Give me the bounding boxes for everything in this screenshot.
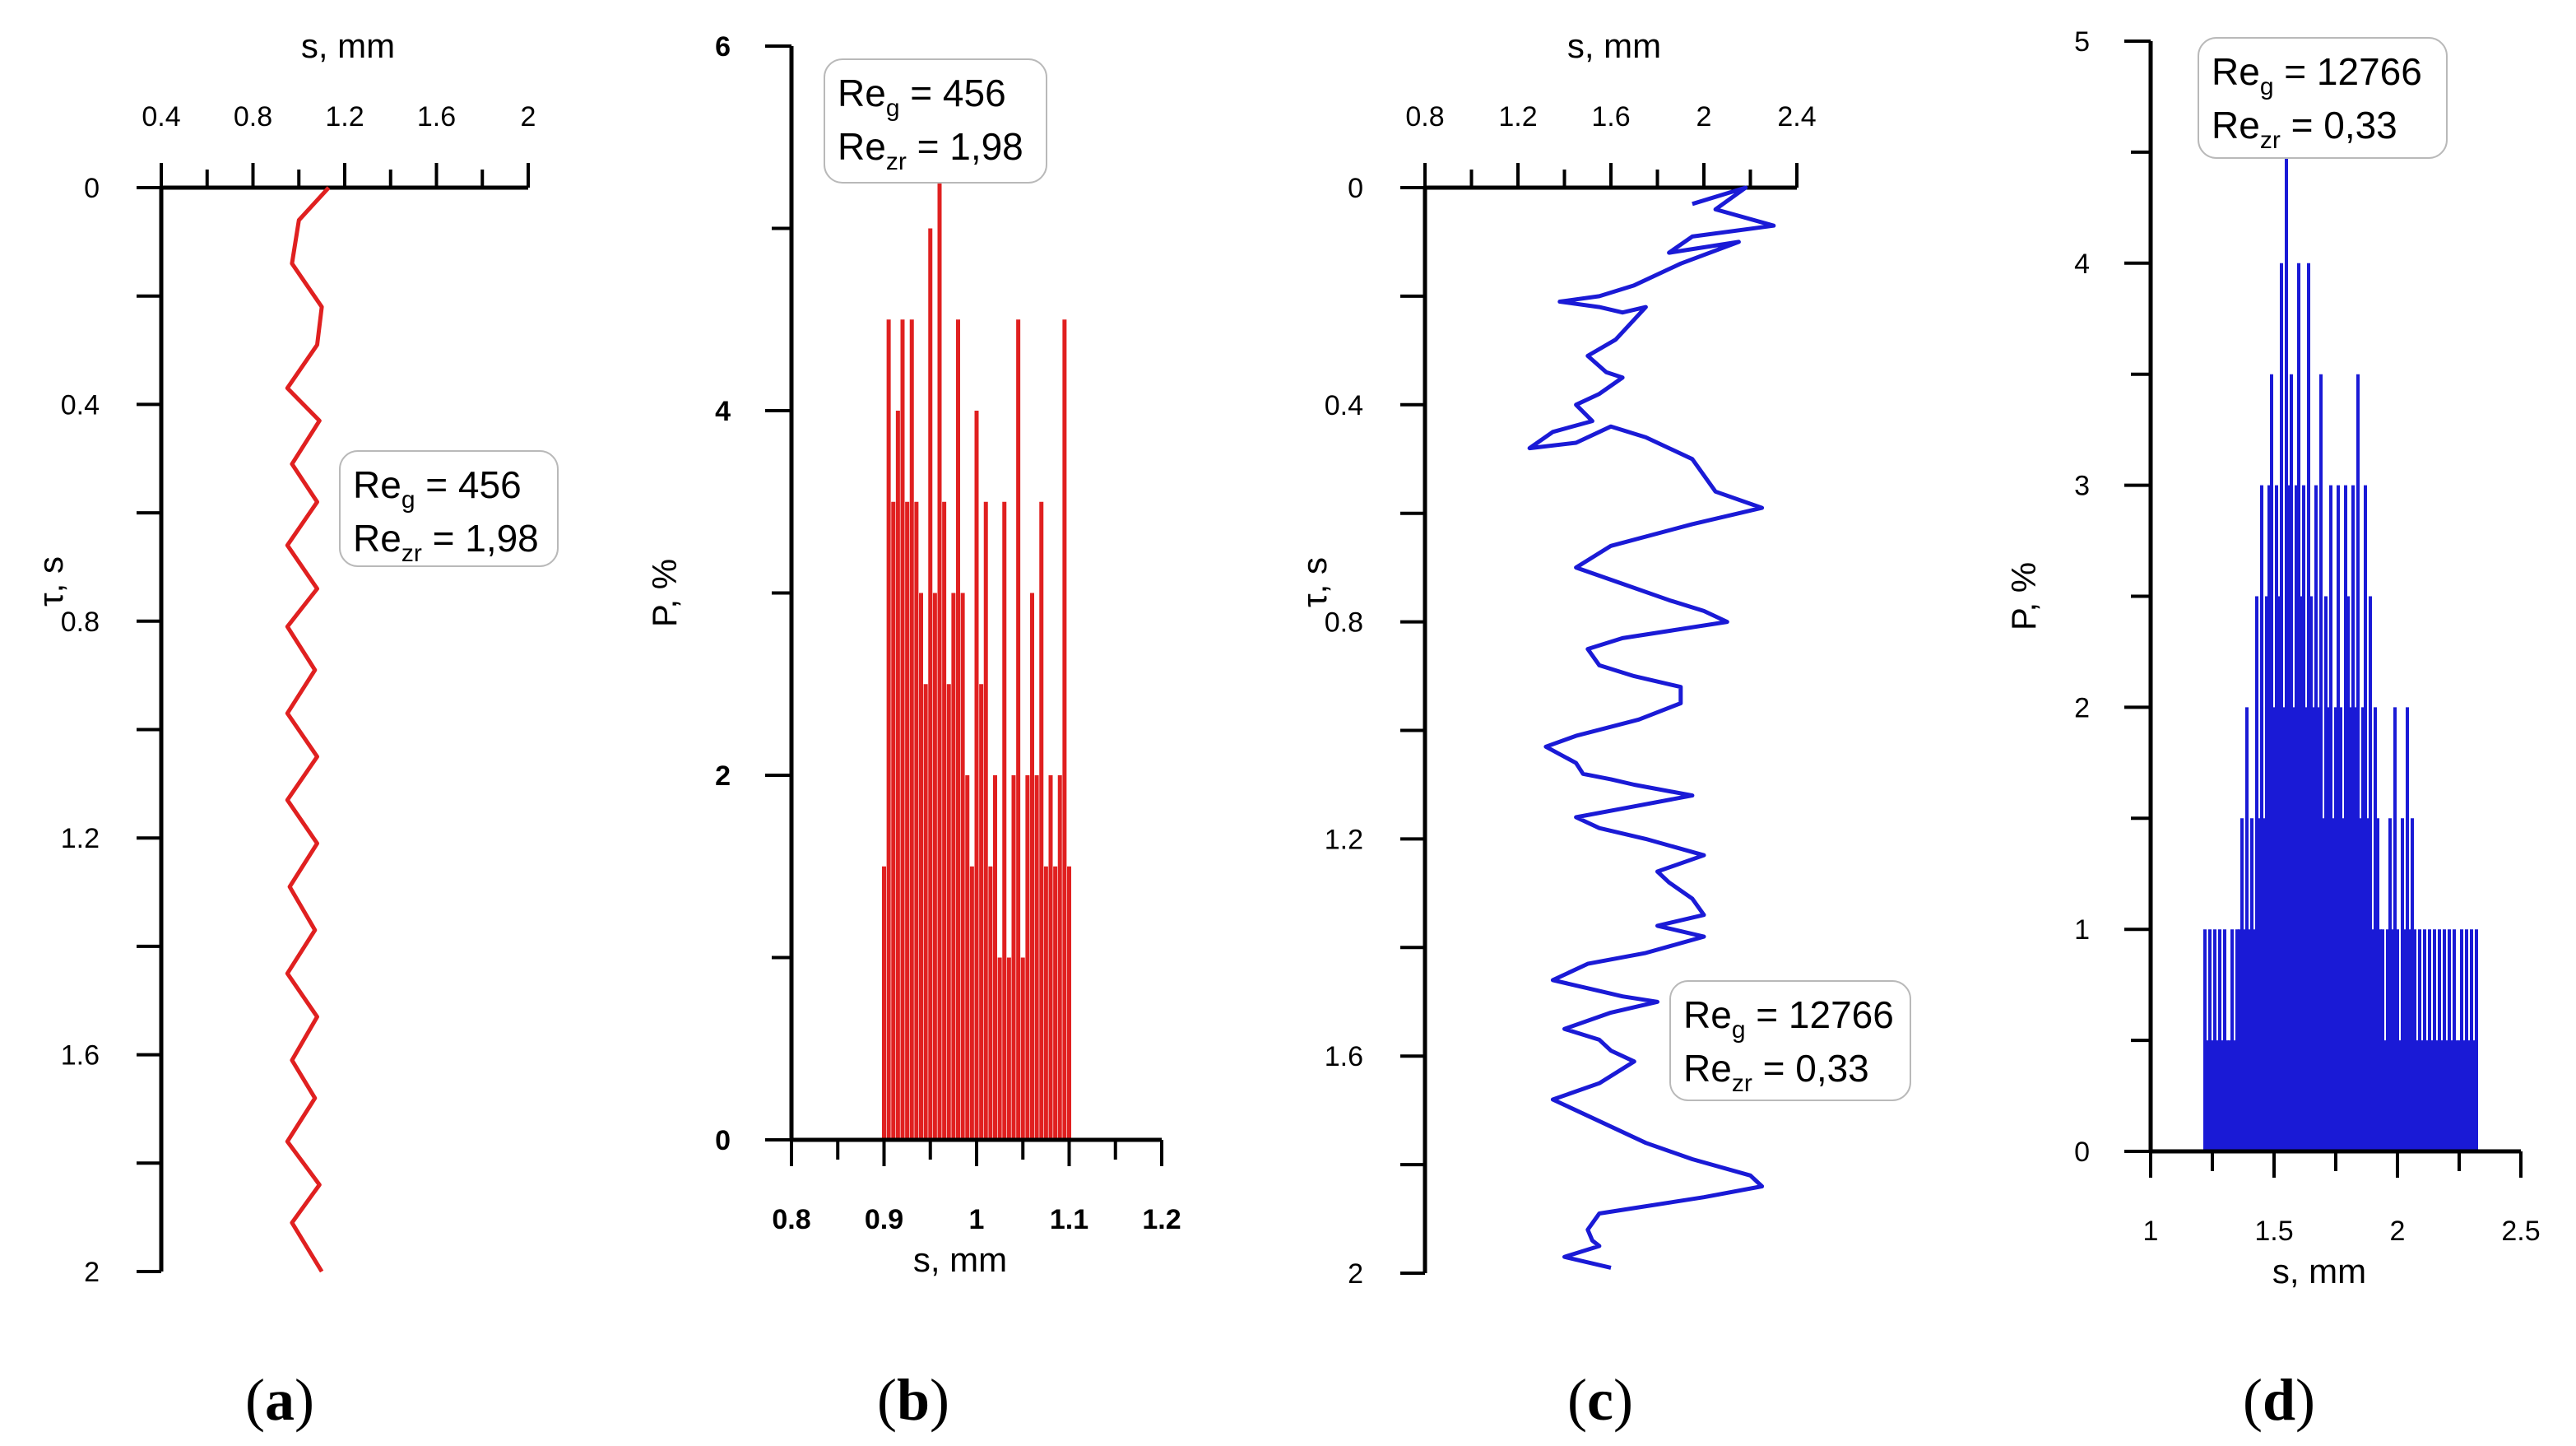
x-tick-label: 1.2	[1498, 101, 1537, 133]
x-tick-label: 1.6	[1591, 101, 1630, 133]
x-tick-label: 0.8	[1405, 101, 1444, 133]
panel-c: 0.8 1.2 1.6 2 2.4 s, mm 0 0.4 0.8 1.2 1.6 2 τ, s Reg …	[1295, 26, 1911, 1433]
x-tick-label: 0.8	[772, 1204, 810, 1235]
y-axis-label: τ, s	[1295, 557, 1334, 607]
y-tick-label: 1	[2074, 914, 2090, 946]
panel-label: (a)	[245, 1367, 314, 1433]
x-tick-label: 1.2	[325, 101, 364, 133]
y-tick-label: 4	[2074, 249, 2090, 280]
y-tick-label: 0.8	[61, 607, 100, 638]
annotation-box	[1669, 980, 1911, 1101]
x-tick-label: 2	[521, 101, 536, 133]
annotation-rezr: Rezr = 0,33	[2212, 104, 2397, 154]
x-tick-label: 2	[1696, 101, 1712, 133]
x-tick-label: 2	[2390, 1216, 2406, 1247]
y-tick-label: 2	[2074, 692, 2090, 723]
annotation-rezr: Rezr = 1,98	[838, 125, 1023, 175]
x-tick-label: 1.1	[1050, 1204, 1088, 1235]
x-tick-label: 1.2	[1142, 1204, 1181, 1235]
x-axis-label: s, mm	[1567, 26, 1661, 65]
annotation-rezr: Rezr = 0,33	[1683, 1047, 1869, 1097]
annotation-box	[824, 58, 1047, 184]
x-tick-label: 2.4	[1777, 101, 1816, 133]
y-tick-label: 0.4	[1325, 390, 1363, 421]
annotation-reg: Reg = 456	[353, 463, 522, 514]
annotation-box	[2198, 37, 2448, 159]
x-tick-label: 1.5	[2254, 1216, 2293, 1247]
x-tick-label: 0.4	[142, 101, 180, 133]
y-axis-label: τ, s	[31, 556, 70, 607]
panel-label: (d)	[2243, 1367, 2315, 1433]
annotation-reg: Reg = 456	[838, 72, 1006, 122]
x-tick-label: 2.5	[2501, 1216, 2540, 1247]
y-tick-label: 2	[84, 1257, 100, 1288]
panel-label: (b)	[877, 1367, 949, 1433]
y-tick-label: 1.2	[1325, 824, 1363, 855]
annotation-reg: Reg = 12766	[1683, 993, 1894, 1044]
y-tick-label: 2	[715, 760, 731, 792]
panel-a: 0.4 0.8 1.2 1.6 2 s, mm 0 0.4 0.8 1.2 1.6 2 τ, s Reg …	[31, 26, 559, 1433]
y-tick-label: 4	[715, 396, 731, 427]
x-axis-label: s, mm	[2272, 1252, 2366, 1290]
annotation-box	[339, 450, 559, 567]
y-tick-label: 1.2	[61, 823, 100, 854]
x-tick-label: 0.9	[865, 1204, 903, 1235]
y-axis-label: P, %	[2004, 562, 2043, 630]
y-axis-label: P, %	[645, 559, 684, 627]
y-tick-label: 3	[2074, 471, 2090, 502]
y-tick-label: 2	[1348, 1258, 1363, 1290]
y-tick-label: 6	[715, 31, 731, 63]
x-axis-label: s, mm	[301, 26, 395, 65]
y-tick-label: 1.6	[61, 1040, 100, 1072]
series-line	[1527, 185, 1776, 1270]
annotation-reg: Reg = 12766	[2212, 50, 2422, 100]
panel-label: (c)	[1567, 1367, 1633, 1433]
x-tick-label: 1	[2143, 1216, 2159, 1247]
x-tick-label: 0.8	[234, 101, 272, 133]
series-line	[285, 186, 331, 1273]
annotation-rezr: Rezr = 1,98	[353, 517, 539, 567]
x-tick-label: 1	[969, 1204, 985, 1235]
x-tick-label: 1.6	[417, 101, 456, 133]
y-tick-label: 0.4	[61, 389, 100, 421]
y-tick-label: 0.8	[1325, 607, 1363, 639]
panel-b: 0.8 0.9 1 1.1 1.2 s, mm 0 2 4 6 P, % Reg = 456Rezr …	[645, 31, 1181, 1433]
y-tick-label: 0	[715, 1125, 731, 1156]
y-tick-label: 0	[2074, 1137, 2090, 1168]
y-tick-label: 0	[84, 173, 100, 204]
y-tick-label: 1.6	[1325, 1041, 1363, 1072]
y-tick-label: 0	[1348, 173, 1363, 204]
x-axis-label: s, mm	[913, 1240, 1007, 1279]
y-tick-label: 5	[2074, 26, 2090, 58]
